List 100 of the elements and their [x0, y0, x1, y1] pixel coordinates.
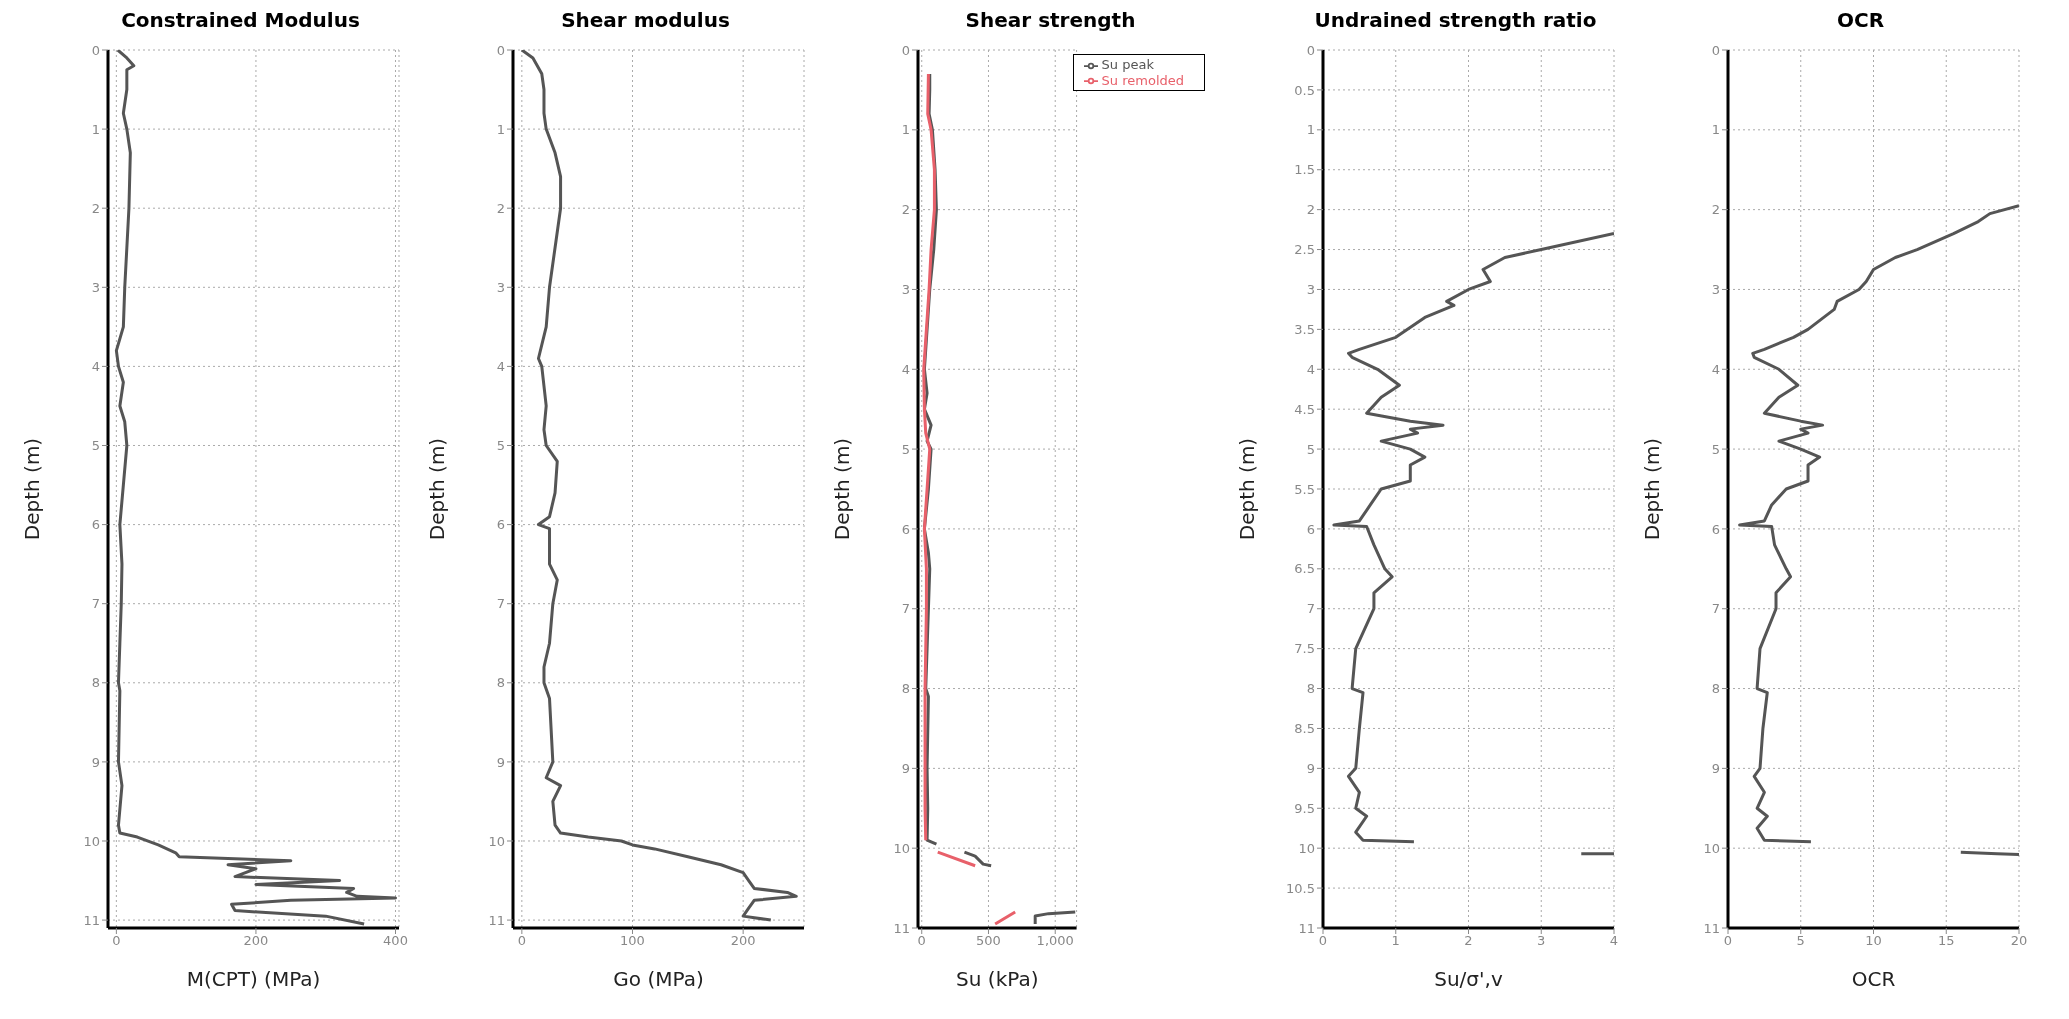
chart-title: Shear strength	[964, 8, 1137, 34]
y-tick-label: 7	[496, 596, 505, 612]
y-tick-label: 6	[496, 517, 505, 533]
y-tick-label: 0	[1711, 42, 1720, 58]
x-tick-label: 5	[1796, 933, 1805, 949]
y-tick-label: 5	[901, 441, 910, 457]
y-tick-label: 7	[1306, 601, 1315, 617]
y-tick-label: 2	[496, 200, 505, 216]
y-tick-label: 10	[1298, 840, 1315, 856]
y-tick-label: 10.5	[1286, 880, 1315, 896]
y-axis-title: Depth (m)	[20, 437, 45, 541]
y-tick-label: 3	[496, 279, 505, 295]
legend-label: Su remolded	[1101, 72, 1184, 88]
y-tick-label: 0	[496, 42, 505, 58]
y-tick-label: 3.5	[1294, 321, 1315, 337]
y-tick-label: 9.5	[1294, 800, 1315, 816]
chart-title: Undrained strength ratio	[1313, 8, 1598, 34]
y-tick-label: 2	[901, 202, 910, 218]
x-tick-label: 100	[620, 933, 645, 949]
y-tick-label: 6	[1711, 521, 1720, 537]
legend-label: Su peak	[1101, 57, 1154, 72]
x-tick-label: 1,000	[1036, 933, 1074, 949]
y-tick-label: 9	[496, 754, 505, 770]
y-tick-label: 7.5	[1294, 641, 1315, 657]
y-tick-label: 1	[1306, 122, 1315, 138]
y-tick-label: 9	[1711, 760, 1720, 776]
y-tick-label: 4	[91, 359, 100, 375]
y-tick-label: 2	[91, 200, 100, 216]
y-tick-label: 10	[488, 833, 505, 849]
line-series	[520, 50, 798, 922]
y-tick-label: 4	[496, 359, 505, 375]
x-tick-label: 0	[517, 933, 526, 949]
y-tick-label: 9	[901, 760, 910, 776]
y-tick-label: 8	[1711, 681, 1720, 697]
y-axis-title: Depth (m)	[1640, 437, 1665, 541]
x-tick-label: 1	[1391, 933, 1400, 949]
y-axis-title: Depth (m)	[1235, 437, 1260, 541]
y-tick-label: 5	[496, 438, 505, 454]
y-tick-label: 8	[91, 675, 100, 691]
y-tick-label: 5	[1711, 441, 1720, 457]
y-tick-label: 7	[901, 601, 910, 617]
x-tick-label: 200	[243, 933, 269, 949]
y-tick-label: 7	[1711, 601, 1720, 617]
y-tick-label: 1	[496, 121, 505, 137]
x-tick-label: 20	[2010, 933, 2028, 949]
y-tick-label: 0	[901, 42, 910, 58]
x-axis-title: Su/σ',v	[1434, 967, 1503, 991]
y-tick-label: 1	[91, 121, 100, 137]
chart-title: OCR	[1835, 8, 1886, 34]
y-tick-label: 9	[91, 754, 100, 770]
y-tick-label: 10	[83, 833, 100, 849]
y-tick-label: 7	[91, 596, 100, 612]
y-tick-label: 8	[496, 675, 505, 691]
y-tick-label: 4	[1711, 361, 1720, 377]
y-tick-label: 9	[1306, 760, 1315, 776]
y-tick-label: 3	[91, 279, 100, 295]
y-tick-label: 3	[901, 282, 910, 298]
x-axis-title: M(CPT) (MPa)	[186, 967, 321, 991]
y-tick-label: 2.5	[1294, 242, 1315, 258]
x-tick-label: 2	[1464, 933, 1473, 949]
x-axis-title: Su (kPa)	[956, 967, 1039, 991]
y-tick-label: 5	[1306, 441, 1315, 457]
y-tick-label: 11	[83, 912, 100, 928]
y-tick-label: 1.5	[1294, 162, 1315, 178]
y-tick-label: 4	[901, 361, 910, 377]
y-tick-label: 3	[1711, 282, 1720, 298]
y-tick-label: 10	[1703, 840, 1720, 856]
y-tick-label: 3	[1306, 282, 1315, 298]
y-tick-label: 11	[1298, 920, 1315, 936]
x-tick-label: 400	[383, 933, 408, 949]
y-tick-label: 2	[1306, 202, 1315, 218]
chart-title: Shear modulus	[560, 8, 731, 34]
x-tick-label: 4	[1609, 933, 1619, 949]
y-tick-label: 1	[1711, 122, 1720, 138]
y-tick-label: 8	[901, 681, 910, 697]
x-tick-label: 3	[1537, 933, 1546, 949]
x-tick-label: 500	[976, 933, 1001, 949]
y-tick-label: 8	[1306, 681, 1315, 697]
y-tick-label: 5.5	[1294, 481, 1315, 497]
y-tick-label: 6	[901, 521, 910, 537]
y-tick-label: 8.5	[1294, 721, 1315, 737]
x-axis-title: Go (MPa)	[613, 967, 704, 991]
y-tick-label: 0.5	[1294, 82, 1315, 98]
y-tick-label: 2	[1711, 202, 1720, 218]
y-axis-title: Depth (m)	[830, 437, 855, 541]
chart-title: Constrained Modulus	[120, 8, 361, 34]
x-tick-label: 0	[1318, 933, 1328, 949]
x-tick-label: 0	[917, 933, 926, 949]
y-tick-label: 0	[1306, 42, 1315, 58]
y-tick-label: 11	[1703, 920, 1720, 936]
y-tick-label: 10	[893, 840, 910, 856]
y-tick-label: 5	[91, 438, 100, 454]
y-tick-label: 0	[91, 42, 100, 58]
y-tick-label: 6.5	[1294, 561, 1315, 577]
y-tick-label: 11	[488, 912, 505, 928]
x-tick-label: 200	[730, 933, 756, 949]
y-tick-label: 11	[893, 920, 910, 936]
y-tick-label: 1	[901, 122, 910, 138]
x-tick-label: 0	[112, 933, 121, 949]
x-tick-label: 15	[1937, 933, 1955, 949]
